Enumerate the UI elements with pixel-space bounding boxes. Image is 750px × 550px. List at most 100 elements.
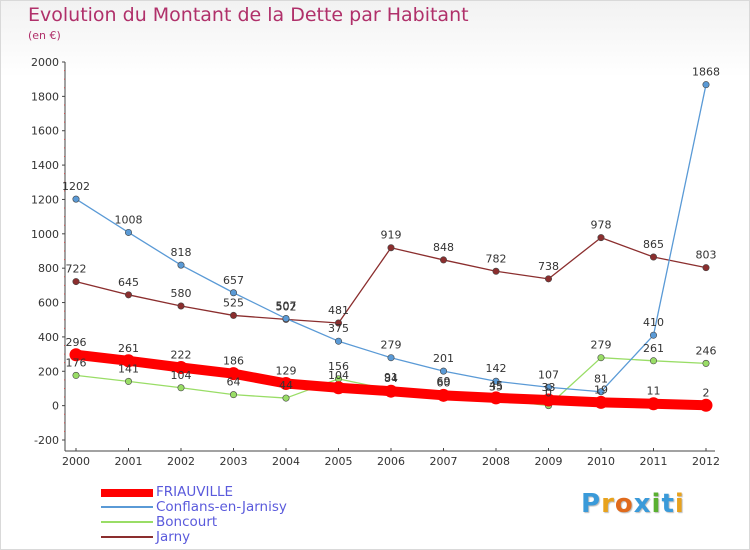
data-point — [699, 398, 713, 412]
legend-swatch-conflans — [101, 506, 153, 508]
data-point — [544, 383, 552, 391]
legend-item-conflans: Conflans-en-Jarnisy — [101, 500, 361, 515]
chart-subtitle: (en €) — [28, 29, 61, 42]
legend-item-boncourt: Boncourt — [101, 515, 361, 530]
data-label: 60 — [437, 376, 451, 389]
axes — [62, 61, 715, 452]
legend-item-friauville: FRIAUVILLE — [101, 485, 361, 500]
data-point — [492, 377, 500, 385]
data-label: 410 — [643, 316, 664, 329]
data-point — [122, 354, 135, 368]
y-tick-label: 600 — [38, 297, 59, 310]
data-label: 186 — [223, 355, 244, 368]
y-tick-label: -200 — [34, 434, 59, 447]
data-point — [279, 376, 293, 390]
data-point — [230, 289, 238, 297]
data-point — [649, 331, 657, 339]
data-point — [332, 381, 345, 395]
y-tick-label: 1800 — [31, 90, 59, 103]
x-tick-label: 2003 — [220, 455, 248, 468]
chart-title: Evolution du Montant de la Dette par Hab… — [28, 4, 469, 26]
data-point — [125, 228, 133, 236]
data-label: 35 — [489, 381, 503, 394]
x-tick-label: 2000 — [62, 455, 90, 468]
data-point — [125, 291, 133, 299]
data-label: 296 — [66, 336, 87, 349]
data-point — [439, 367, 447, 375]
y-tick-label: 800 — [38, 262, 59, 275]
data-label: 848 — [433, 241, 454, 254]
data-point — [702, 359, 710, 367]
x-tick-label: 2009 — [535, 455, 563, 468]
data-label: 782 — [486, 252, 507, 265]
logo-letter: t — [661, 489, 675, 519]
data-point — [230, 391, 238, 399]
data-point — [177, 384, 185, 392]
y-tick-label: 1400 — [31, 159, 59, 172]
data-point — [72, 278, 80, 286]
data-label: 507 — [276, 300, 297, 313]
data-point — [227, 367, 240, 381]
tick-labels: -200020040060080010001200140016001800200… — [31, 56, 720, 468]
data-label: 91 — [384, 371, 398, 384]
x-tick-label: 2010 — [587, 455, 615, 468]
proxiti-logo: Proxiti — [581, 489, 685, 519]
data-point — [544, 275, 552, 283]
legend-label-friauville: FRIAUVILLE — [156, 484, 234, 500]
y-tick-label: 1000 — [31, 228, 59, 241]
data-point — [492, 267, 500, 275]
y-tick-label: 0 — [52, 400, 59, 413]
x-tick-label: 2012 — [692, 455, 720, 468]
data-point — [597, 388, 605, 396]
data-point — [597, 354, 605, 362]
data-label: 375 — [328, 322, 349, 335]
data-point — [649, 357, 657, 365]
x-tick-label: 2002 — [167, 455, 195, 468]
data-point — [439, 256, 447, 264]
data-label: 81 — [594, 373, 608, 386]
data-label: 156 — [328, 360, 349, 373]
legend: FRIAUVILLE Conflans-en-Jarnisy Boncourt … — [101, 485, 361, 545]
data-labels: 722 645 580 525 502 481 919 848 782 738 978 865 803 1… — [62, 66, 720, 400]
data-point — [177, 302, 185, 310]
data-label: 19 — [594, 383, 608, 396]
logo-letter: i — [674, 489, 685, 519]
data-label: 107 — [538, 368, 559, 381]
data-point — [594, 395, 608, 409]
data-label: 803 — [696, 249, 717, 262]
data-label: 279 — [591, 339, 612, 352]
data-point — [125, 377, 133, 385]
data-label: 261 — [118, 342, 139, 355]
data-label: 261 — [643, 342, 664, 355]
data-point — [72, 195, 80, 203]
legend-label-jarny: Jarny — [156, 529, 191, 545]
data-point — [72, 371, 80, 379]
data-label: 919 — [381, 229, 402, 242]
x-tick-label: 2011 — [640, 455, 668, 468]
data-point — [282, 394, 290, 402]
data-label: 818 — [171, 246, 192, 259]
data-label: 104 — [171, 369, 192, 382]
data-point — [384, 384, 398, 398]
data-label: 502 — [276, 300, 297, 313]
x-tick-label: 2007 — [430, 455, 458, 468]
data-label: 64 — [227, 376, 241, 389]
data-label: 0 — [545, 387, 552, 400]
y-tick-label: 400 — [38, 331, 59, 344]
logo-letter: x — [633, 489, 652, 519]
data-label: 481 — [328, 304, 349, 317]
data-point — [69, 348, 83, 362]
data-label: 645 — [118, 276, 139, 289]
data-label: 580 — [171, 287, 192, 300]
data-point — [597, 234, 605, 242]
data-label: 33 — [542, 381, 556, 394]
data-point — [177, 261, 185, 269]
data-label: 657 — [223, 274, 244, 287]
data-label: 978 — [591, 219, 612, 232]
y-tick-label: 200 — [38, 365, 59, 378]
data-label: 738 — [538, 260, 559, 273]
data-point — [387, 354, 395, 362]
x-tick-label: 2001 — [115, 455, 143, 468]
x-tick-label: 2004 — [272, 455, 300, 468]
